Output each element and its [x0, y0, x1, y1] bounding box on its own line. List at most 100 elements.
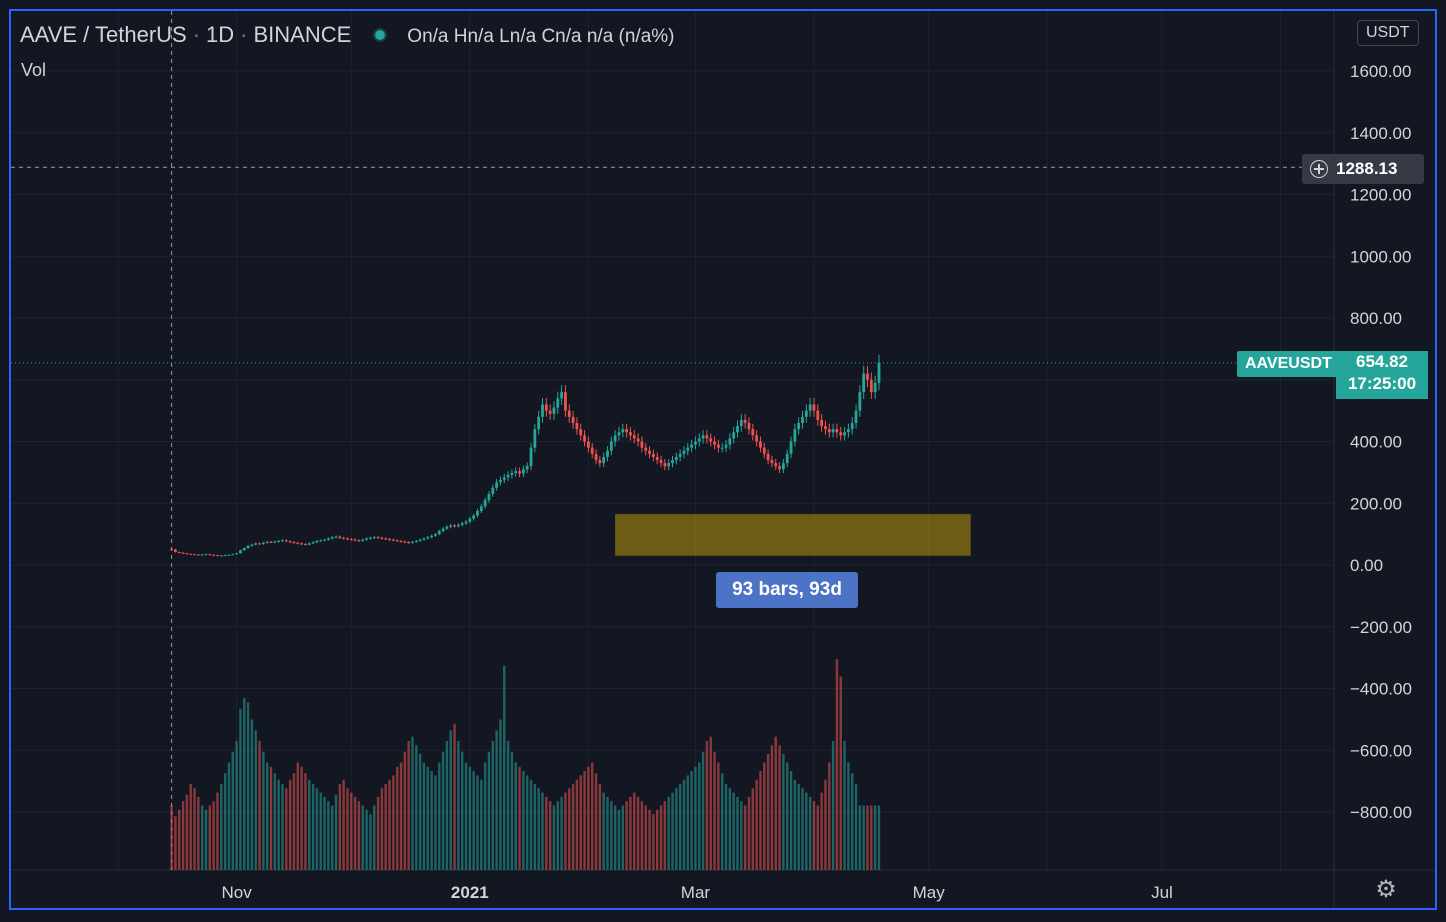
candle-body[interactable] — [617, 432, 621, 436]
candle-body[interactable] — [292, 542, 296, 544]
candle-body[interactable] — [273, 541, 277, 543]
candle-body[interactable] — [353, 539, 357, 541]
candle-body[interactable] — [701, 435, 705, 439]
candle-body[interactable] — [250, 544, 254, 546]
candle-body[interactable] — [460, 523, 464, 525]
candle-body[interactable] — [307, 543, 311, 545]
candle-body[interactable] — [491, 487, 495, 494]
candle-body[interactable] — [346, 538, 349, 540]
candle-body[interactable] — [671, 460, 674, 464]
candle-body[interactable] — [495, 482, 499, 488]
candle-body[interactable] — [170, 548, 173, 550]
candle-body[interactable] — [388, 539, 391, 541]
candle-body[interactable] — [705, 435, 709, 439]
candle-body[interactable] — [196, 554, 200, 556]
candle-body[interactable] — [483, 500, 487, 507]
candle-body[interactable] — [537, 416, 541, 430]
candle-body[interactable] — [686, 447, 690, 451]
candle-body[interactable] — [579, 429, 583, 436]
candle-body[interactable] — [430, 535, 434, 538]
candle-body[interactable] — [541, 404, 544, 417]
candle-body[interactable] — [697, 438, 701, 442]
candle-body[interactable] — [586, 441, 590, 448]
candle-body[interactable] — [216, 555, 219, 557]
candle-body[interactable] — [858, 392, 862, 411]
candle-body[interactable] — [766, 453, 770, 461]
candle-body[interactable] — [369, 537, 372, 539]
candle-body[interactable] — [862, 373, 866, 393]
candle-body[interactable] — [846, 429, 850, 433]
candle-body[interactable] — [231, 554, 235, 556]
candle-body[interactable] — [204, 554, 208, 556]
candle-body[interactable] — [281, 540, 284, 542]
candle-body[interactable] — [349, 539, 353, 541]
candle-body[interactable] — [330, 537, 334, 539]
candle-body[interactable] — [850, 422, 854, 430]
candle-body[interactable] — [590, 447, 594, 454]
candle-body[interactable] — [755, 435, 759, 442]
candle-body[interactable] — [426, 537, 430, 539]
candle-body[interactable] — [548, 410, 552, 414]
candle-body[interactable] — [315, 540, 319, 543]
candle-body[interactable] — [613, 435, 617, 442]
candle-body[interactable] — [223, 555, 227, 557]
candle-body[interactable] — [239, 550, 242, 554]
candle-body[interactable] — [556, 398, 560, 408]
volume-legend[interactable]: Vol — [21, 60, 47, 80]
candle-body[interactable] — [338, 536, 342, 538]
candle-body[interactable] — [816, 410, 820, 420]
candle-body[interactable] — [525, 466, 529, 470]
candle-body[interactable] — [667, 463, 671, 467]
candle-body[interactable] — [384, 538, 388, 540]
gear-icon[interactable]: ⚙ — [1375, 876, 1397, 903]
candle-body[interactable] — [323, 539, 326, 541]
candle-body[interactable] — [514, 471, 518, 473]
candle-body[interactable] — [399, 540, 403, 542]
symbol-name[interactable]: AAVE / TetherUS — [20, 22, 187, 47]
candle-body[interactable] — [391, 539, 395, 541]
candle-body[interactable] — [479, 506, 483, 511]
candle-body[interactable] — [774, 463, 778, 467]
candle-body[interactable] — [632, 435, 636, 439]
candle-body[interactable] — [678, 453, 682, 457]
candle-body[interactable] — [824, 426, 827, 430]
candle-body[interactable] — [193, 554, 196, 556]
candle-body[interactable] — [575, 422, 579, 430]
candle-body[interactable] — [583, 435, 586, 442]
candle-body[interactable] — [636, 438, 640, 442]
candle-body[interactable] — [567, 410, 571, 417]
candle-body[interactable] — [854, 410, 858, 423]
candle-body[interactable] — [456, 524, 460, 527]
candle-body[interactable] — [690, 444, 694, 448]
market-status-icon[interactable] — [375, 30, 386, 40]
candle-body[interactable] — [785, 453, 789, 464]
candle-body[interactable] — [407, 542, 411, 544]
candle-body[interactable] — [732, 432, 736, 439]
candle-body[interactable] — [502, 477, 506, 480]
candle-body[interactable] — [487, 493, 491, 501]
candle-body[interactable] — [820, 419, 824, 427]
candle-body[interactable] — [801, 416, 804, 423]
candle-body[interactable] — [778, 466, 781, 470]
candle-body[interactable] — [606, 450, 609, 457]
crosshair-price-tag[interactable]: 1288.13 — [1302, 154, 1424, 184]
candle-body[interactable] — [651, 453, 655, 457]
candle-body[interactable] — [361, 539, 365, 541]
candle-body[interactable] — [227, 554, 231, 556]
candle-body[interactable] — [518, 471, 521, 474]
candle-body[interactable] — [365, 538, 369, 540]
candle-body[interactable] — [793, 429, 797, 442]
candle-body[interactable] — [468, 518, 472, 522]
candle-body[interactable] — [445, 526, 449, 529]
candle-body[interactable] — [265, 541, 269, 543]
candle-body[interactable] — [663, 463, 667, 467]
candle-body[interactable] — [372, 537, 376, 539]
candle-body[interactable] — [441, 528, 445, 532]
candle-body[interactable] — [380, 537, 384, 539]
candle-body[interactable] — [789, 441, 793, 454]
measure-range-box[interactable] — [615, 514, 971, 556]
candle-body[interactable] — [208, 554, 212, 556]
candle-body[interactable] — [812, 404, 816, 411]
candle-body[interactable] — [843, 432, 846, 436]
candle-body[interactable] — [235, 553, 238, 555]
